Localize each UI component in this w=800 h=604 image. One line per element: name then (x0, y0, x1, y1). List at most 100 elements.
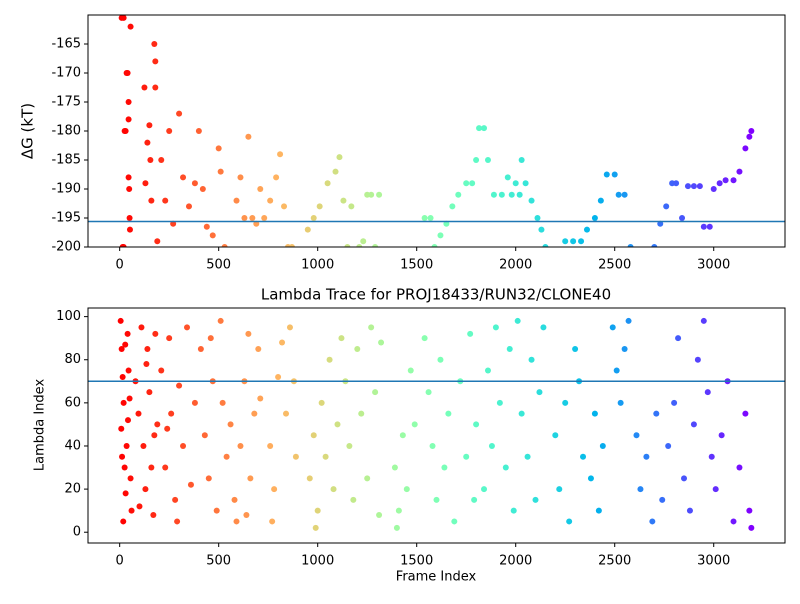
point (673, 180, 680, 187)
x-tick-label: 1000 (301, 554, 334, 569)
point (427, 215, 434, 221)
y-axis-label: ΔG (kT) (19, 103, 37, 159)
point (154, 238, 161, 245)
point (344, 244, 351, 247)
y-tick-label: -165 (51, 37, 81, 52)
point (681, 475, 688, 482)
point (706, 223, 713, 230)
point (437, 356, 444, 363)
point (651, 244, 658, 247)
point (125, 116, 132, 123)
point (140, 442, 147, 449)
point (364, 475, 371, 482)
point (348, 203, 355, 210)
point (146, 122, 153, 129)
point (213, 507, 220, 514)
point (536, 389, 543, 396)
point (281, 203, 288, 210)
x-tick-label: 2500 (598, 554, 631, 569)
point (148, 197, 155, 204)
point (742, 410, 749, 417)
x-tick-label: 2000 (499, 258, 532, 273)
point (528, 356, 535, 363)
point (528, 197, 535, 204)
point (174, 518, 181, 525)
point (118, 345, 125, 352)
point (358, 410, 365, 417)
point (562, 238, 569, 245)
point (172, 496, 179, 503)
point (310, 432, 317, 439)
point (138, 324, 145, 331)
point (490, 191, 497, 198)
x-tick-label: 3000 (697, 554, 730, 569)
point (696, 183, 703, 190)
x-tick-label: 1000 (301, 258, 334, 273)
x-axis-label: Frame Index (396, 570, 477, 585)
point (659, 496, 666, 503)
point (587, 475, 594, 482)
point (518, 410, 525, 417)
point (120, 244, 127, 247)
point (502, 464, 509, 471)
point (326, 356, 333, 363)
point (119, 453, 126, 460)
point (253, 220, 260, 227)
point (217, 317, 224, 324)
x-tick-label: 500 (206, 554, 231, 569)
point (467, 330, 474, 337)
point (304, 226, 311, 233)
point (144, 139, 151, 146)
x-tick-label: 1500 (400, 258, 433, 273)
point (164, 425, 171, 432)
point (433, 496, 440, 503)
point (324, 180, 331, 187)
point (653, 410, 660, 417)
point (227, 421, 234, 428)
point (162, 197, 169, 204)
point (615, 191, 622, 198)
point (746, 507, 753, 514)
point (710, 186, 717, 192)
point (627, 244, 634, 247)
point (712, 486, 719, 493)
point (310, 215, 317, 221)
point (306, 475, 313, 482)
point (191, 180, 198, 187)
point (395, 507, 402, 514)
point (340, 197, 347, 204)
point (580, 453, 587, 460)
point (492, 324, 499, 331)
point (126, 215, 133, 221)
point (429, 442, 436, 449)
point (518, 157, 525, 163)
point (122, 490, 129, 497)
point (286, 324, 293, 331)
point (199, 186, 206, 192)
point (552, 432, 559, 439)
point (572, 345, 579, 352)
axes-frame (87, 14, 786, 248)
point (269, 518, 276, 525)
point (441, 464, 448, 471)
point (277, 151, 284, 158)
point (350, 496, 357, 503)
point (209, 232, 216, 239)
point (484, 367, 491, 374)
point (591, 410, 598, 417)
point (166, 335, 173, 342)
point (542, 244, 549, 247)
point (540, 324, 547, 331)
point (534, 215, 541, 221)
point (151, 432, 158, 439)
point (403, 486, 410, 493)
point (251, 410, 258, 417)
y-axis-label: Lambda Index (33, 379, 48, 472)
point (471, 496, 478, 503)
x-tick-label: 1500 (400, 554, 433, 569)
point (128, 507, 135, 514)
point (166, 128, 173, 134)
point (267, 442, 274, 449)
point (135, 410, 142, 417)
point (613, 367, 620, 374)
